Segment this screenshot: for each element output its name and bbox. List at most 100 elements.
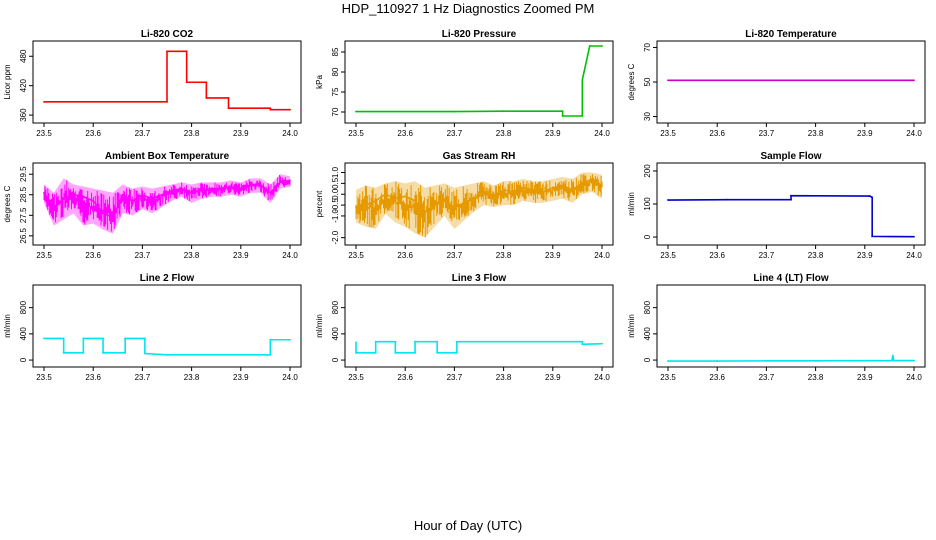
data-point [143,337,146,340]
y-tick-label: 0.5 [331,177,340,189]
data-point [502,110,505,113]
data-point [871,235,874,238]
data-point [269,338,272,341]
data-point [436,340,439,343]
y-tick-label: 0.0 [331,188,340,200]
data-point [124,337,127,340]
y-tick-label: 75 [331,87,340,96]
main-title: HDP_110927 1 Hz Diagnostics Zoomed PM [341,1,595,16]
data-point [102,351,104,354]
x-tick-label: 23.5 [348,129,364,138]
data-point [414,340,416,343]
x-tick-label: 23.9 [545,129,561,138]
x-tick-label: 23.7 [135,373,151,382]
y-axis-label: ml/min [627,314,636,338]
data-point [43,100,45,103]
y-tick-label: 800 [643,300,652,314]
x-tick-label: 23.7 [447,129,463,138]
plot-title: Line 4 (LT) Flow [753,273,829,284]
y-tick-label: -1.0 [331,209,340,223]
data-point [239,189,242,192]
x-tick-label: 23.9 [233,129,249,138]
data-point [62,197,65,200]
data-point [581,182,584,185]
data-point [765,359,768,362]
x-tick-label: 23.5 [348,373,364,382]
y-tick-label: 480 [19,49,28,63]
y-tick-label: 70 [331,107,340,116]
x-tick-label: 23.9 [857,129,873,138]
data-point [601,342,603,345]
y-tick-label: 800 [331,300,340,314]
data-point [259,183,262,186]
plot-title: Line 2 Flow [140,273,195,284]
y-tick-label: 28.5 [19,186,28,202]
x-tick-label: 24.0 [906,129,922,138]
data-point [726,198,728,201]
plot-frame [656,40,926,124]
y-tick-label: -2.0 [331,230,340,244]
y-tick-label: 50 [643,77,652,86]
plot-line4-flow: Line 4 (LT) Flow ml/min 23.5 23.6 23.7 23.8 23… [627,273,926,382]
data-point [542,191,544,193]
data-point [561,115,564,117]
data-point [185,81,188,84]
data-point [667,79,669,82]
data-point [111,216,114,219]
y-axis-label: ml/min [3,314,12,338]
x-tick-label: 23.9 [233,373,249,382]
x-tick-label: 23.6 [85,129,101,138]
x-tick-label: 23.8 [496,373,512,382]
data-point [502,188,505,191]
plot-frame [656,162,926,246]
data-point [436,351,439,354]
data-point [355,206,357,209]
data-point [364,204,367,206]
x-tick-label: 23.8 [808,251,824,260]
data-point [455,340,458,343]
y-tick-label: 80 [331,67,340,76]
data-point [269,107,272,110]
x-tick-label: 23.8 [808,373,824,382]
data-point [512,191,515,193]
plot-title: Gas Stream RH [443,151,516,162]
plot-title: Line 3 Flow [452,273,507,284]
x-tick-label: 24.0 [594,129,610,138]
plot-title: Li-820 Temperature [745,29,837,40]
y-tick-label: 800 [19,300,28,314]
data-point [892,359,895,362]
plot-co2: Li-820 CO2 Licor ppm 23.5 23.6 23.7 23.8 23.9 2… [3,29,302,138]
series-line [667,194,915,238]
plot-title: Li-820 Pressure [442,29,517,40]
data-point [92,200,95,202]
data-point [716,360,719,362]
data-point [355,351,357,354]
data-point [455,351,458,354]
y-tick-label: 400 [331,327,340,341]
data-point [143,352,146,355]
data-point [269,191,272,194]
y-axis-label: ml/min [315,314,324,338]
data-point [43,191,45,194]
data-point [414,199,416,202]
x-tick-label: 23.7 [135,129,151,138]
x-tick-label: 23.9 [545,251,561,260]
y-axis-label: degrees C [627,63,636,100]
data-point [433,204,436,206]
series-line [44,337,290,356]
data-point [790,194,792,197]
x-tick-label: 23.9 [857,373,873,382]
x-tick-label: 23.6 [709,373,725,382]
data-point [102,337,104,340]
x-tick-label: 23.8 [184,373,200,382]
data-point [62,351,65,354]
data-point [374,199,377,202]
data-point [571,188,574,191]
x-tick-label: 23.6 [397,129,413,138]
plot-line2-flow: Line 2 Flow ml/min 23.5 23.6 23.7 23.8 23.9 24.… [3,273,302,382]
x-tick-label: 23.5 [660,251,676,260]
data-point [210,187,213,190]
data-point [166,353,168,356]
data-point [171,189,173,192]
x-tick-label: 23.9 [233,251,249,260]
